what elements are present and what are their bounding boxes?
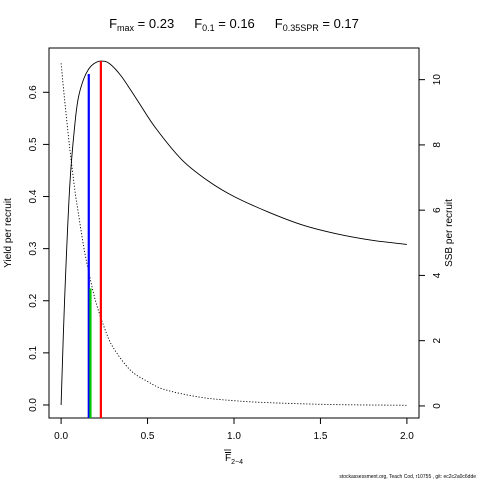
y-left-tick-label: 0.1 (28, 345, 39, 359)
y-right-tick-label: 4 (432, 272, 443, 278)
chart-title: Fmax = 0.23 F0.1 = 0.16 F0.35SPR = 0.17 (109, 16, 359, 33)
x-tick-label: 2.0 (400, 431, 414, 442)
y-left-tick-label: 0.6 (28, 85, 39, 99)
yield-per-recruit-line (60, 60, 407, 405)
x-tick-label: 0.0 (54, 431, 68, 442)
y-right-tick-label: 0 (432, 403, 443, 409)
y-axis-left: 0.0 0.1 0.2 0.3 0.4 0.5 0.6 (28, 85, 49, 412)
x-label-main: F (225, 453, 231, 464)
y-left-tick-label: 0.5 (28, 137, 39, 151)
title-part-main: F (275, 16, 283, 31)
x-axis: 0.0 0.5 1.0 1.5 2.0 (54, 417, 414, 442)
x-tick-label: 0.5 (141, 431, 155, 442)
ssb-per-recruit-line (60, 63, 407, 406)
reference-lines (87, 61, 102, 418)
y-axis-right: 0 2 4 6 8 10 (419, 74, 443, 409)
footer-text: stockassessment.org, Teach Cod, r10755 ,… (339, 474, 476, 480)
y-left-tick-label: 0.4 (28, 189, 39, 203)
y-left-tick-label: 0.3 (28, 241, 39, 255)
x-label-sub: 2−4 (231, 459, 243, 466)
y-right-tick-label: 2 (432, 337, 443, 343)
plot-frame (48, 47, 420, 419)
title-part-main: F (109, 16, 117, 31)
title-part-main: F (194, 16, 202, 31)
title-part-value: = 0.23 (134, 16, 174, 31)
title-part-value: = 0.17 (319, 16, 359, 31)
y-right-tick-label: 10 (432, 74, 443, 86)
x-tick-label: 1.0 (227, 431, 241, 442)
y-right-tick-label: 6 (432, 207, 443, 213)
title-part-sub: 0.35SPR (283, 23, 320, 33)
series-layer (60, 60, 407, 406)
y-axis-right-label: SSB per recruit (444, 199, 455, 267)
title-part-value: = 0.16 (215, 16, 255, 31)
x-tick-label: 1.5 (313, 431, 327, 442)
x-axis-label: F2−4 (225, 453, 243, 466)
y-axis-left-label: Yield per recruit (3, 198, 14, 268)
y-right-tick-label: 8 (432, 142, 443, 148)
title-part-sub: 0.1 (202, 23, 215, 33)
title-part-sub: max (117, 23, 135, 33)
y-left-tick-label: 0.0 (28, 398, 39, 412)
y-left-tick-label: 0.2 (28, 293, 39, 307)
